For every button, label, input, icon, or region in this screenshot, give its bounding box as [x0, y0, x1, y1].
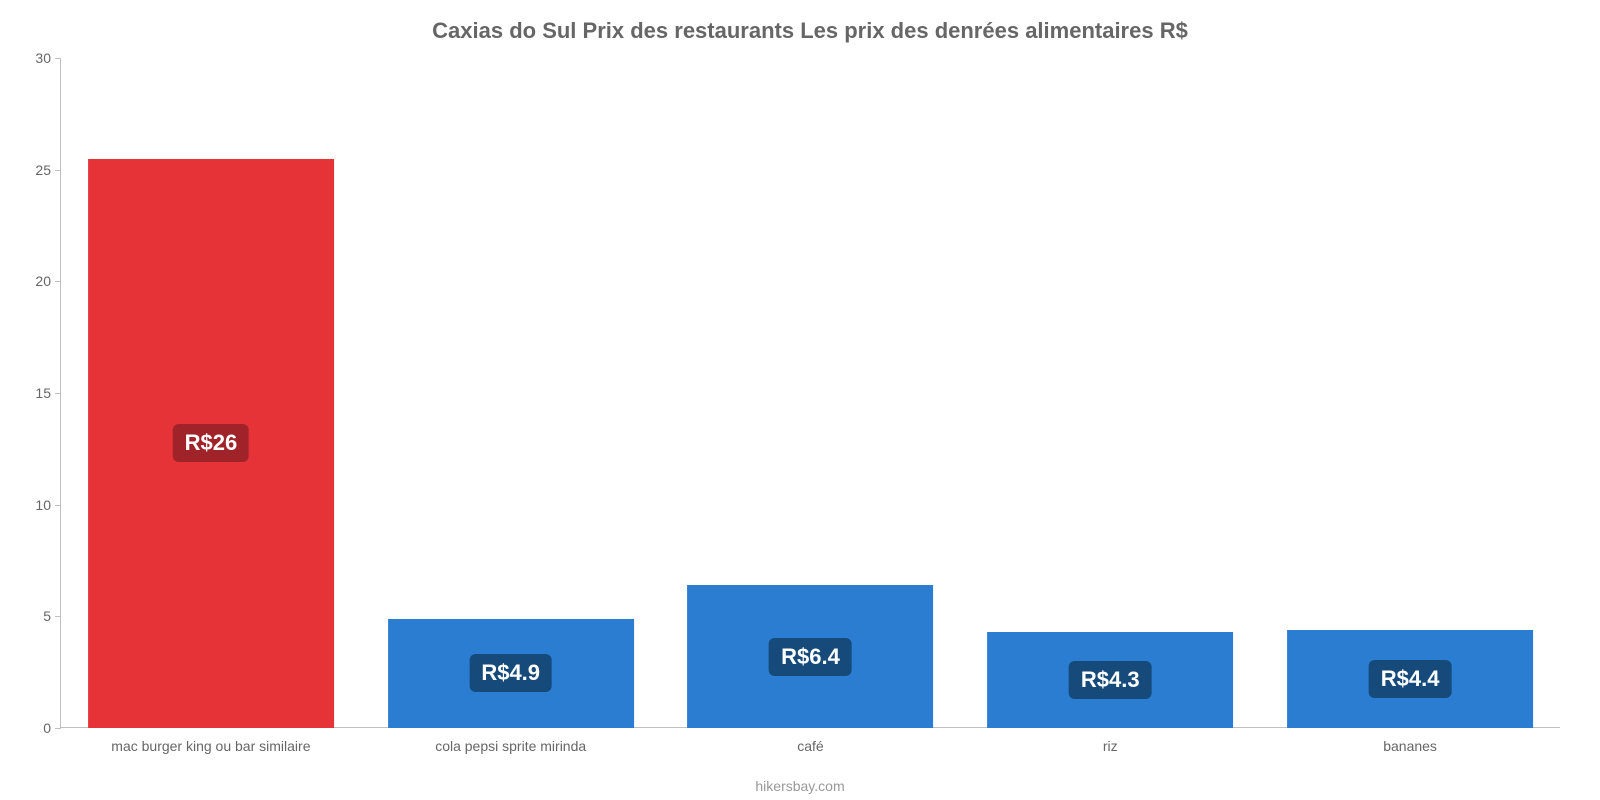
y-tick-mark — [55, 281, 61, 282]
bar-slot: R$4.9cola pepsi sprite mirinda — [361, 58, 661, 728]
x-axis-label: mac burger king ou bar similaire — [111, 738, 310, 754]
x-axis-label: bananes — [1383, 738, 1437, 754]
y-tick-mark — [55, 728, 61, 729]
y-tick-label: 25 — [11, 162, 51, 178]
y-tick-label: 5 — [11, 608, 51, 624]
bar-value-badge: R$6.4 — [769, 638, 852, 676]
y-tick-label: 20 — [11, 273, 51, 289]
x-axis-label: cola pepsi sprite mirinda — [435, 738, 586, 754]
attribution-text: hikersbay.com — [0, 778, 1600, 794]
bar-slot: R$26mac burger king ou bar similaire — [61, 58, 361, 728]
bar-value-badge: R$4.4 — [1369, 660, 1452, 698]
y-tick-mark — [55, 58, 61, 59]
y-tick-mark — [55, 505, 61, 506]
y-tick-mark — [55, 170, 61, 171]
x-axis-label: riz — [1103, 738, 1118, 754]
y-tick-mark — [55, 393, 61, 394]
bar-value-badge: R$4.3 — [1069, 661, 1152, 699]
y-tick-label: 0 — [11, 720, 51, 736]
y-tick-label: 10 — [11, 497, 51, 513]
plot-area: R$26mac burger king ou bar similaireR$4.… — [60, 58, 1560, 728]
chart-title: Caxias do Sul Prix des restaurants Les p… — [60, 18, 1560, 44]
chart-container: Caxias do Sul Prix des restaurants Les p… — [0, 0, 1600, 800]
bar-value-badge: R$4.9 — [469, 654, 552, 692]
y-tick-label: 30 — [11, 50, 51, 66]
bars-row: R$26mac burger king ou bar similaireR$4.… — [61, 58, 1560, 728]
x-axis-label: café — [797, 738, 823, 754]
bar-value-badge: R$26 — [173, 424, 250, 462]
bar-slot: R$4.4bananes — [1260, 58, 1560, 728]
y-tick-mark — [55, 616, 61, 617]
y-tick-label: 15 — [11, 385, 51, 401]
bar-slot: R$4.3riz — [960, 58, 1260, 728]
bar-slot: R$6.4café — [661, 58, 961, 728]
